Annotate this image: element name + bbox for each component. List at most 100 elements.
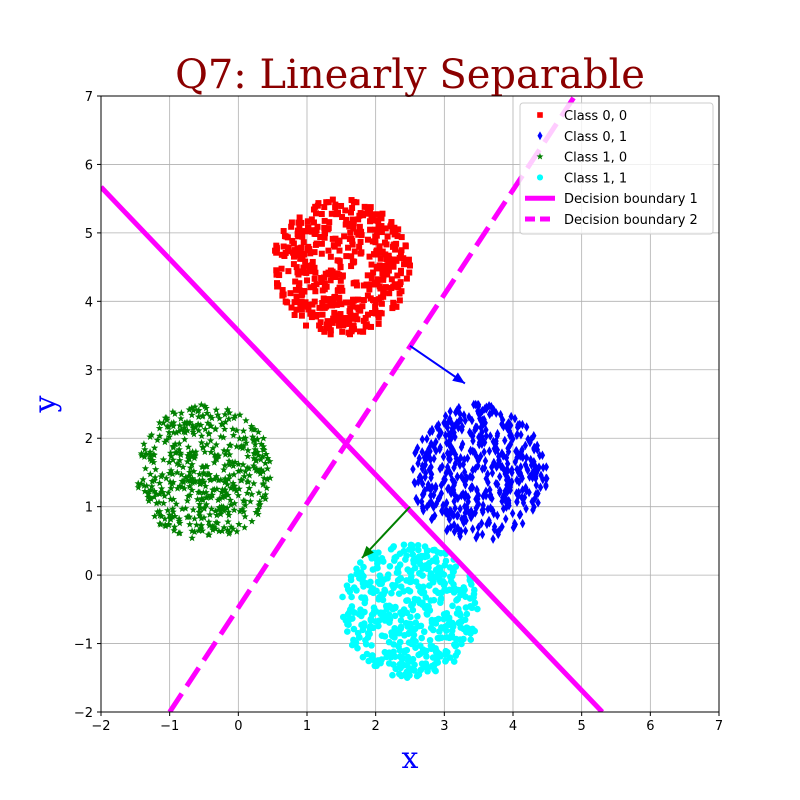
data-point — [200, 513, 208, 521]
data-point — [376, 572, 384, 579]
data-point — [325, 199, 332, 206]
data-point — [385, 638, 393, 646]
data-point — [374, 657, 382, 664]
data-point — [224, 517, 232, 525]
legend-line-label-1: Decision boundary 1 — [564, 192, 698, 207]
data-point — [416, 453, 423, 464]
data-point — [416, 570, 424, 577]
data-point — [467, 636, 475, 644]
data-point — [406, 657, 414, 665]
data-point — [506, 418, 512, 428]
data-point — [395, 629, 403, 637]
data-point — [397, 583, 405, 591]
data-point — [422, 594, 430, 601]
data-point — [185, 405, 194, 413]
data-point — [345, 315, 352, 322]
data-point — [491, 508, 497, 519]
data-point — [251, 425, 259, 433]
data-point — [419, 565, 426, 572]
data-point — [357, 328, 364, 335]
data-point — [535, 488, 541, 499]
data-point — [435, 420, 442, 430]
data-point — [220, 506, 228, 515]
data-point — [246, 497, 255, 505]
data-point — [451, 510, 457, 521]
data-point — [221, 492, 229, 500]
data-point — [197, 400, 206, 408]
data-point — [303, 262, 310, 269]
data-point — [378, 215, 385, 222]
data-point — [377, 255, 384, 262]
data-point — [165, 458, 173, 466]
data-point — [221, 474, 229, 482]
data-point — [195, 476, 204, 484]
data-point — [188, 534, 196, 542]
data-point — [398, 656, 406, 663]
data-point — [420, 628, 428, 636]
data-point — [443, 498, 450, 508]
data-point — [507, 478, 514, 488]
data-point — [427, 454, 434, 465]
data-point — [490, 534, 496, 544]
data-point — [430, 502, 437, 512]
data-point — [428, 662, 436, 670]
data-point — [231, 412, 239, 420]
data-point — [156, 519, 164, 527]
data-point — [184, 492, 192, 500]
data-point — [237, 476, 245, 484]
data-point — [146, 470, 155, 478]
data-point — [337, 315, 344, 322]
data-point — [408, 666, 416, 673]
data-point — [212, 518, 220, 526]
data-point — [148, 456, 157, 464]
data-point — [493, 438, 499, 449]
data-point — [252, 456, 260, 464]
data-point — [339, 593, 346, 601]
data-point — [304, 228, 311, 235]
x-tick-label: 3 — [440, 719, 448, 734]
data-point — [258, 493, 267, 501]
data-point — [342, 207, 349, 214]
data-point — [447, 406, 453, 417]
data-point — [223, 504, 231, 512]
data-point — [317, 319, 324, 326]
data-point — [293, 293, 300, 300]
data-point — [177, 425, 186, 433]
data-point — [152, 499, 161, 507]
data-point — [165, 511, 174, 519]
data-point — [161, 438, 169, 446]
data-point — [285, 248, 292, 255]
data-point — [321, 280, 328, 287]
data-point — [280, 243, 287, 250]
data-point — [513, 488, 520, 499]
data-point — [359, 577, 367, 585]
data-point — [239, 460, 247, 468]
data-point — [308, 216, 315, 223]
data-point — [368, 275, 375, 282]
data-point — [396, 297, 403, 304]
data-point — [221, 477, 230, 485]
data-point — [245, 471, 254, 479]
data-point — [253, 448, 262, 456]
data-point — [431, 453, 437, 464]
data-point — [454, 648, 461, 656]
data-point — [382, 225, 389, 232]
data-point — [199, 443, 207, 451]
data-point — [486, 517, 493, 528]
data-point — [211, 451, 219, 459]
data-point — [171, 440, 179, 448]
data-point — [146, 451, 154, 459]
data-point — [391, 281, 398, 288]
data-point — [499, 419, 505, 429]
data-point — [519, 444, 525, 455]
data-point — [352, 312, 359, 319]
data-point — [337, 311, 344, 318]
data-point — [213, 455, 221, 463]
data-point — [218, 485, 227, 493]
data-point — [229, 425, 237, 433]
data-point — [388, 589, 395, 597]
arrow-2-head — [361, 545, 374, 558]
data-point — [207, 448, 215, 456]
data-point — [333, 211, 340, 218]
data-point — [483, 402, 490, 413]
